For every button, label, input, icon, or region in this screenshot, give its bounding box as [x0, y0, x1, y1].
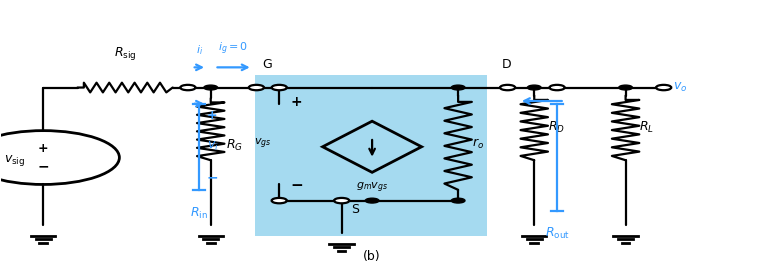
- Text: −: −: [207, 171, 219, 185]
- Circle shape: [656, 85, 672, 90]
- Text: −: −: [290, 178, 303, 193]
- Text: $R_L$: $R_L$: [639, 120, 654, 135]
- Text: $v_{\rm sig}$: $v_{\rm sig}$: [4, 153, 25, 168]
- Text: $r_o$: $r_o$: [472, 137, 484, 151]
- Text: $R_{\rm in}$: $R_{\rm in}$: [190, 206, 209, 221]
- Text: −: −: [37, 159, 49, 173]
- Text: +: +: [207, 109, 218, 122]
- Text: $v_o$: $v_o$: [673, 81, 687, 94]
- Text: $v_i$: $v_i$: [207, 140, 219, 153]
- Text: $i_i$: $i_i$: [196, 43, 203, 57]
- Text: $v_{gs}$: $v_{gs}$: [254, 137, 272, 151]
- Text: $R_{\rm sig}$: $R_{\rm sig}$: [114, 45, 136, 62]
- Circle shape: [204, 85, 218, 90]
- Text: +: +: [290, 95, 303, 109]
- Text: $g_m v_{gs}$: $g_m v_{gs}$: [356, 180, 388, 195]
- Circle shape: [334, 198, 349, 203]
- Text: $R_D$: $R_D$: [548, 120, 565, 135]
- Text: $R_{\rm out}$: $R_{\rm out}$: [545, 226, 569, 241]
- Text: S: S: [351, 203, 359, 216]
- Text: (b): (b): [364, 249, 381, 262]
- Text: $i_g = 0$: $i_g = 0$: [219, 40, 249, 57]
- Circle shape: [365, 198, 379, 203]
- Bar: [255, 75, 487, 236]
- Circle shape: [180, 85, 196, 90]
- Circle shape: [452, 85, 465, 90]
- Text: +: +: [38, 143, 49, 155]
- Circle shape: [549, 85, 565, 90]
- Circle shape: [500, 85, 515, 90]
- Circle shape: [619, 85, 633, 90]
- Circle shape: [527, 85, 541, 90]
- Circle shape: [452, 198, 465, 203]
- Text: G: G: [263, 58, 272, 71]
- Circle shape: [272, 198, 286, 203]
- Text: D: D: [501, 58, 511, 71]
- Text: $R_G$: $R_G$: [226, 138, 243, 153]
- Circle shape: [249, 85, 264, 90]
- Circle shape: [272, 85, 286, 90]
